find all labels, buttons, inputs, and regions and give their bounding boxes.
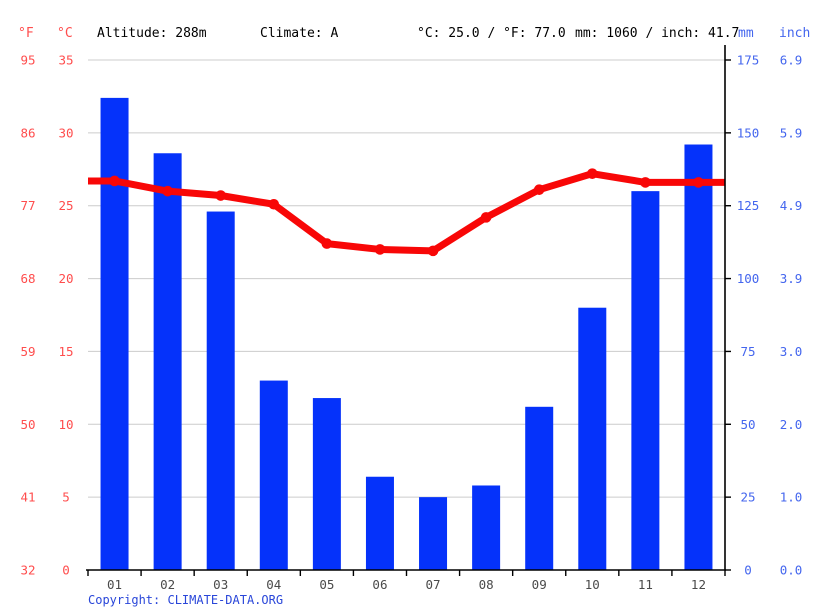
climate-data-org-link[interactable]: CLIMATE-DATA.ORG [167, 593, 284, 607]
temp-point-04 [268, 198, 280, 210]
precip-bar-10 [578, 307, 607, 570]
month-label-01: 01 [107, 577, 122, 592]
temp-point-07 [427, 245, 439, 257]
left-axis-label-c: 10 [58, 417, 73, 432]
temp-point-03 [215, 190, 227, 201]
month-label-04: 04 [266, 577, 281, 592]
right-axis-label-mm: 0 [744, 563, 752, 578]
left-axis-label-c: 5 [62, 490, 70, 505]
right-axis-label-inch: 2.0 [780, 417, 803, 432]
left-axis-label-c: 35 [58, 53, 73, 68]
precip-bar-12 [684, 144, 713, 570]
left-axis-label-f: 59 [20, 344, 35, 359]
right-axis-label-inch: 3.9 [780, 271, 803, 286]
celsius-unit-header: °C [57, 26, 73, 41]
precip-bar-06 [365, 476, 394, 570]
precip-bar-11 [631, 191, 660, 570]
precip-bar-01 [100, 97, 129, 570]
month-label-02: 02 [160, 577, 175, 592]
left-axis-label-f: 68 [20, 271, 35, 286]
right-axis-label-inch: 1.0 [780, 490, 803, 505]
month-label-09: 09 [532, 577, 547, 592]
copyright-line: Copyright: CLIMATE-DATA.ORG [88, 593, 283, 607]
right-axis-label-mm: 75 [740, 344, 755, 359]
right-axis-label-inch: 6.9 [780, 53, 803, 68]
precip-bar-09 [525, 406, 554, 570]
precipitation-total-label: mm: 1060 / inch: 41.7 [575, 26, 740, 41]
left-axis-label-f: 77 [20, 198, 35, 213]
left-axis-label-c: 0 [62, 563, 70, 578]
right-axis-label-inch: 0.0 [780, 563, 803, 578]
temp-point-09 [533, 184, 545, 195]
month-label-11: 11 [638, 577, 653, 592]
temperature-line [88, 170, 725, 255]
right-axis-label-mm: 100 [737, 271, 760, 286]
fahrenheit-unit-header: °F [18, 26, 34, 41]
climate-zone-label: Climate: A [260, 26, 339, 41]
altitude-label: Altitude: 288m [97, 26, 207, 41]
precip-bar-05 [312, 398, 341, 570]
right-axis-label-inch: 3.0 [780, 344, 803, 359]
precip-bar-03 [206, 211, 235, 571]
right-axis-label-mm: 175 [737, 53, 760, 68]
left-axis-label-c: 30 [58, 125, 73, 140]
temp-point-05 [321, 238, 333, 249]
month-label-07: 07 [426, 577, 441, 592]
temp-point-12 [693, 177, 704, 188]
left-axis-label-c: 15 [58, 344, 73, 359]
left-axis-label-f: 86 [20, 125, 35, 140]
right-axis-label-mm: 150 [737, 125, 760, 140]
precip-bar-04 [259, 380, 288, 570]
month-label-05: 05 [319, 577, 334, 592]
temp-point-11 [640, 177, 651, 188]
temp-point-08 [480, 212, 492, 223]
left-axis-label-c: 25 [58, 198, 73, 213]
left-axis-label-f: 50 [20, 417, 35, 432]
copyright-label: Copyright: [88, 593, 168, 607]
temp-point-10 [586, 168, 598, 179]
right-axis-label-inch: 5.9 [780, 125, 803, 140]
temp-point-02 [162, 185, 173, 197]
right-axis-label-inch: 4.9 [780, 198, 803, 213]
precip-bar-07 [419, 497, 448, 570]
inch-unit-header: inch [779, 26, 811, 41]
month-label-08: 08 [479, 577, 494, 592]
month-label-06: 06 [372, 577, 387, 592]
month-label-03: 03 [213, 577, 228, 592]
left-axis-label-f: 95 [20, 53, 35, 68]
left-axis-label-f: 32 [20, 563, 35, 578]
right-axis-label-mm: 25 [740, 490, 755, 505]
temp-point-01 [109, 175, 120, 187]
month-label-10: 10 [585, 577, 600, 592]
precip-bar-08 [472, 485, 501, 570]
left-axis-label-c: 20 [58, 271, 73, 286]
temp-point-06 [374, 244, 386, 255]
precip-bar-02 [153, 153, 182, 570]
left-axis-label-f: 41 [20, 490, 35, 505]
average-temperature-label: °C: 25.0 / °F: 77.0 [417, 26, 566, 41]
month-label-12: 12 [691, 577, 706, 592]
right-axis-label-mm: 50 [740, 417, 755, 432]
right-axis-label-mm: 125 [737, 198, 760, 213]
mm-unit-header: mm [738, 26, 754, 41]
